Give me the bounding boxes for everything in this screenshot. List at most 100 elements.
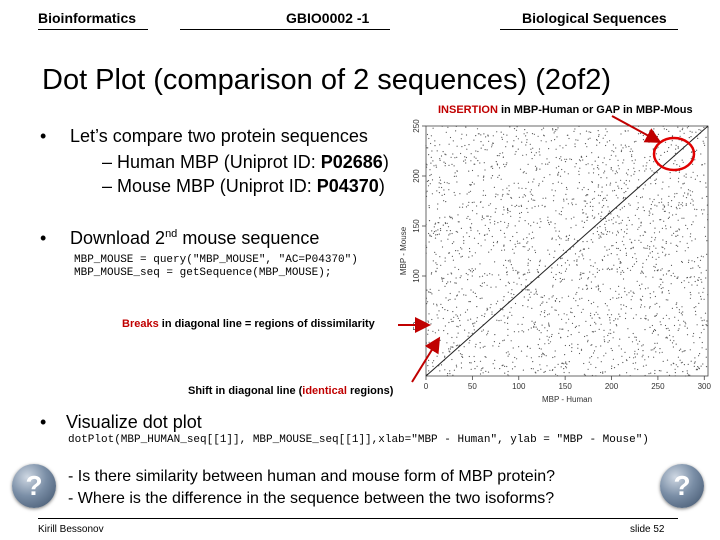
plot-dot xyxy=(459,320,461,322)
plot-dot xyxy=(439,158,441,160)
plot-dot xyxy=(642,165,644,167)
plot-dot xyxy=(565,367,568,369)
plot-dot xyxy=(588,299,590,302)
plot-dot xyxy=(597,130,599,132)
plot-dot xyxy=(677,356,679,358)
plot-dot xyxy=(614,318,617,320)
plot-dot xyxy=(528,289,530,291)
plot-dot xyxy=(676,302,678,304)
plot-dot xyxy=(564,161,567,163)
plot-dot xyxy=(693,342,695,344)
plot-dot xyxy=(681,202,683,204)
plot-dot xyxy=(598,174,600,176)
plot-dot xyxy=(657,146,659,148)
plot-dot xyxy=(552,356,554,359)
plot-dot xyxy=(586,216,588,218)
plot-dot xyxy=(631,295,633,297)
plot-dot xyxy=(654,315,656,317)
plot-dot xyxy=(469,190,472,192)
plot-dot xyxy=(527,211,529,213)
plot-dot xyxy=(461,248,463,250)
plot-dot xyxy=(577,139,579,141)
plot-dot xyxy=(438,233,440,235)
plot-dot xyxy=(585,320,587,322)
plot-dot xyxy=(623,231,626,233)
plot-dot xyxy=(540,296,542,298)
plot-dot xyxy=(658,370,660,372)
plot-dot xyxy=(581,209,584,211)
plot-dot xyxy=(500,319,502,321)
plot-dot xyxy=(508,190,510,192)
plot-dot xyxy=(685,323,687,325)
plot-dot xyxy=(679,207,681,209)
plot-dot xyxy=(654,295,656,298)
plot-dot xyxy=(504,365,506,367)
plot-dot xyxy=(678,309,680,311)
plot-dot xyxy=(430,162,432,164)
plot-dot xyxy=(477,133,479,135)
plot-dot xyxy=(536,293,538,295)
plot-dot xyxy=(561,297,563,299)
plot-dot xyxy=(604,170,606,172)
plot-dot xyxy=(538,347,540,349)
plot-dot xyxy=(470,184,472,186)
plot-dot xyxy=(615,324,617,326)
plot-dot xyxy=(502,213,504,215)
plot-dot xyxy=(515,129,518,131)
plot-dot xyxy=(496,240,499,243)
plot-dot xyxy=(456,294,458,296)
plot-dot xyxy=(659,306,661,308)
plot-dot xyxy=(535,290,537,292)
plot-dot xyxy=(624,291,626,293)
plot-dot xyxy=(592,241,594,243)
plot-dot xyxy=(487,308,489,310)
plot-dot xyxy=(692,335,694,337)
plot-dot xyxy=(546,335,548,337)
plot-dot xyxy=(426,147,428,149)
plot-dot xyxy=(605,128,607,130)
plot-dot xyxy=(481,215,483,217)
plot-dot xyxy=(593,301,595,303)
plot-dot xyxy=(608,210,610,212)
plot-dot xyxy=(669,339,671,341)
human-mbp-suffix: ) xyxy=(382,152,389,172)
plot-dot xyxy=(575,163,577,165)
plot-dot xyxy=(453,316,455,318)
plot-dot xyxy=(565,268,568,270)
plot-dot xyxy=(590,281,592,283)
plot-dot xyxy=(468,332,470,334)
plot-dot xyxy=(585,164,587,166)
plot-dot xyxy=(648,307,651,309)
plot-dot xyxy=(613,217,615,219)
plot-dot xyxy=(649,156,651,158)
plot-dot xyxy=(618,168,620,170)
plot-dot xyxy=(593,350,596,352)
plot-dot xyxy=(430,173,432,176)
plot-dot xyxy=(522,196,524,198)
plot-dot xyxy=(530,148,532,150)
plot-dot xyxy=(669,172,671,174)
plot-dot xyxy=(666,359,669,361)
plot-dot xyxy=(682,195,684,197)
plot-dot xyxy=(487,134,489,136)
plot-dot xyxy=(459,193,461,195)
plot-dot xyxy=(628,219,630,221)
plot-dot xyxy=(521,330,523,332)
plot-dot xyxy=(431,179,434,181)
plot-dot xyxy=(431,230,433,232)
plot-dot xyxy=(687,189,690,191)
plot-dot xyxy=(662,208,664,210)
plot-dot xyxy=(622,198,624,200)
plot-dot xyxy=(492,363,494,365)
plot-dot xyxy=(697,265,699,267)
plot-dot xyxy=(524,246,526,248)
mouse-mbp-suffix: ) xyxy=(378,176,385,196)
plot-dot xyxy=(700,298,702,300)
plot-dot xyxy=(620,179,622,181)
plot-dot xyxy=(469,218,471,220)
plot-dot xyxy=(590,363,592,365)
plot-dot xyxy=(673,196,676,198)
plot-dot xyxy=(494,211,496,213)
plot-dot xyxy=(507,328,509,330)
plot-dot xyxy=(672,336,674,338)
